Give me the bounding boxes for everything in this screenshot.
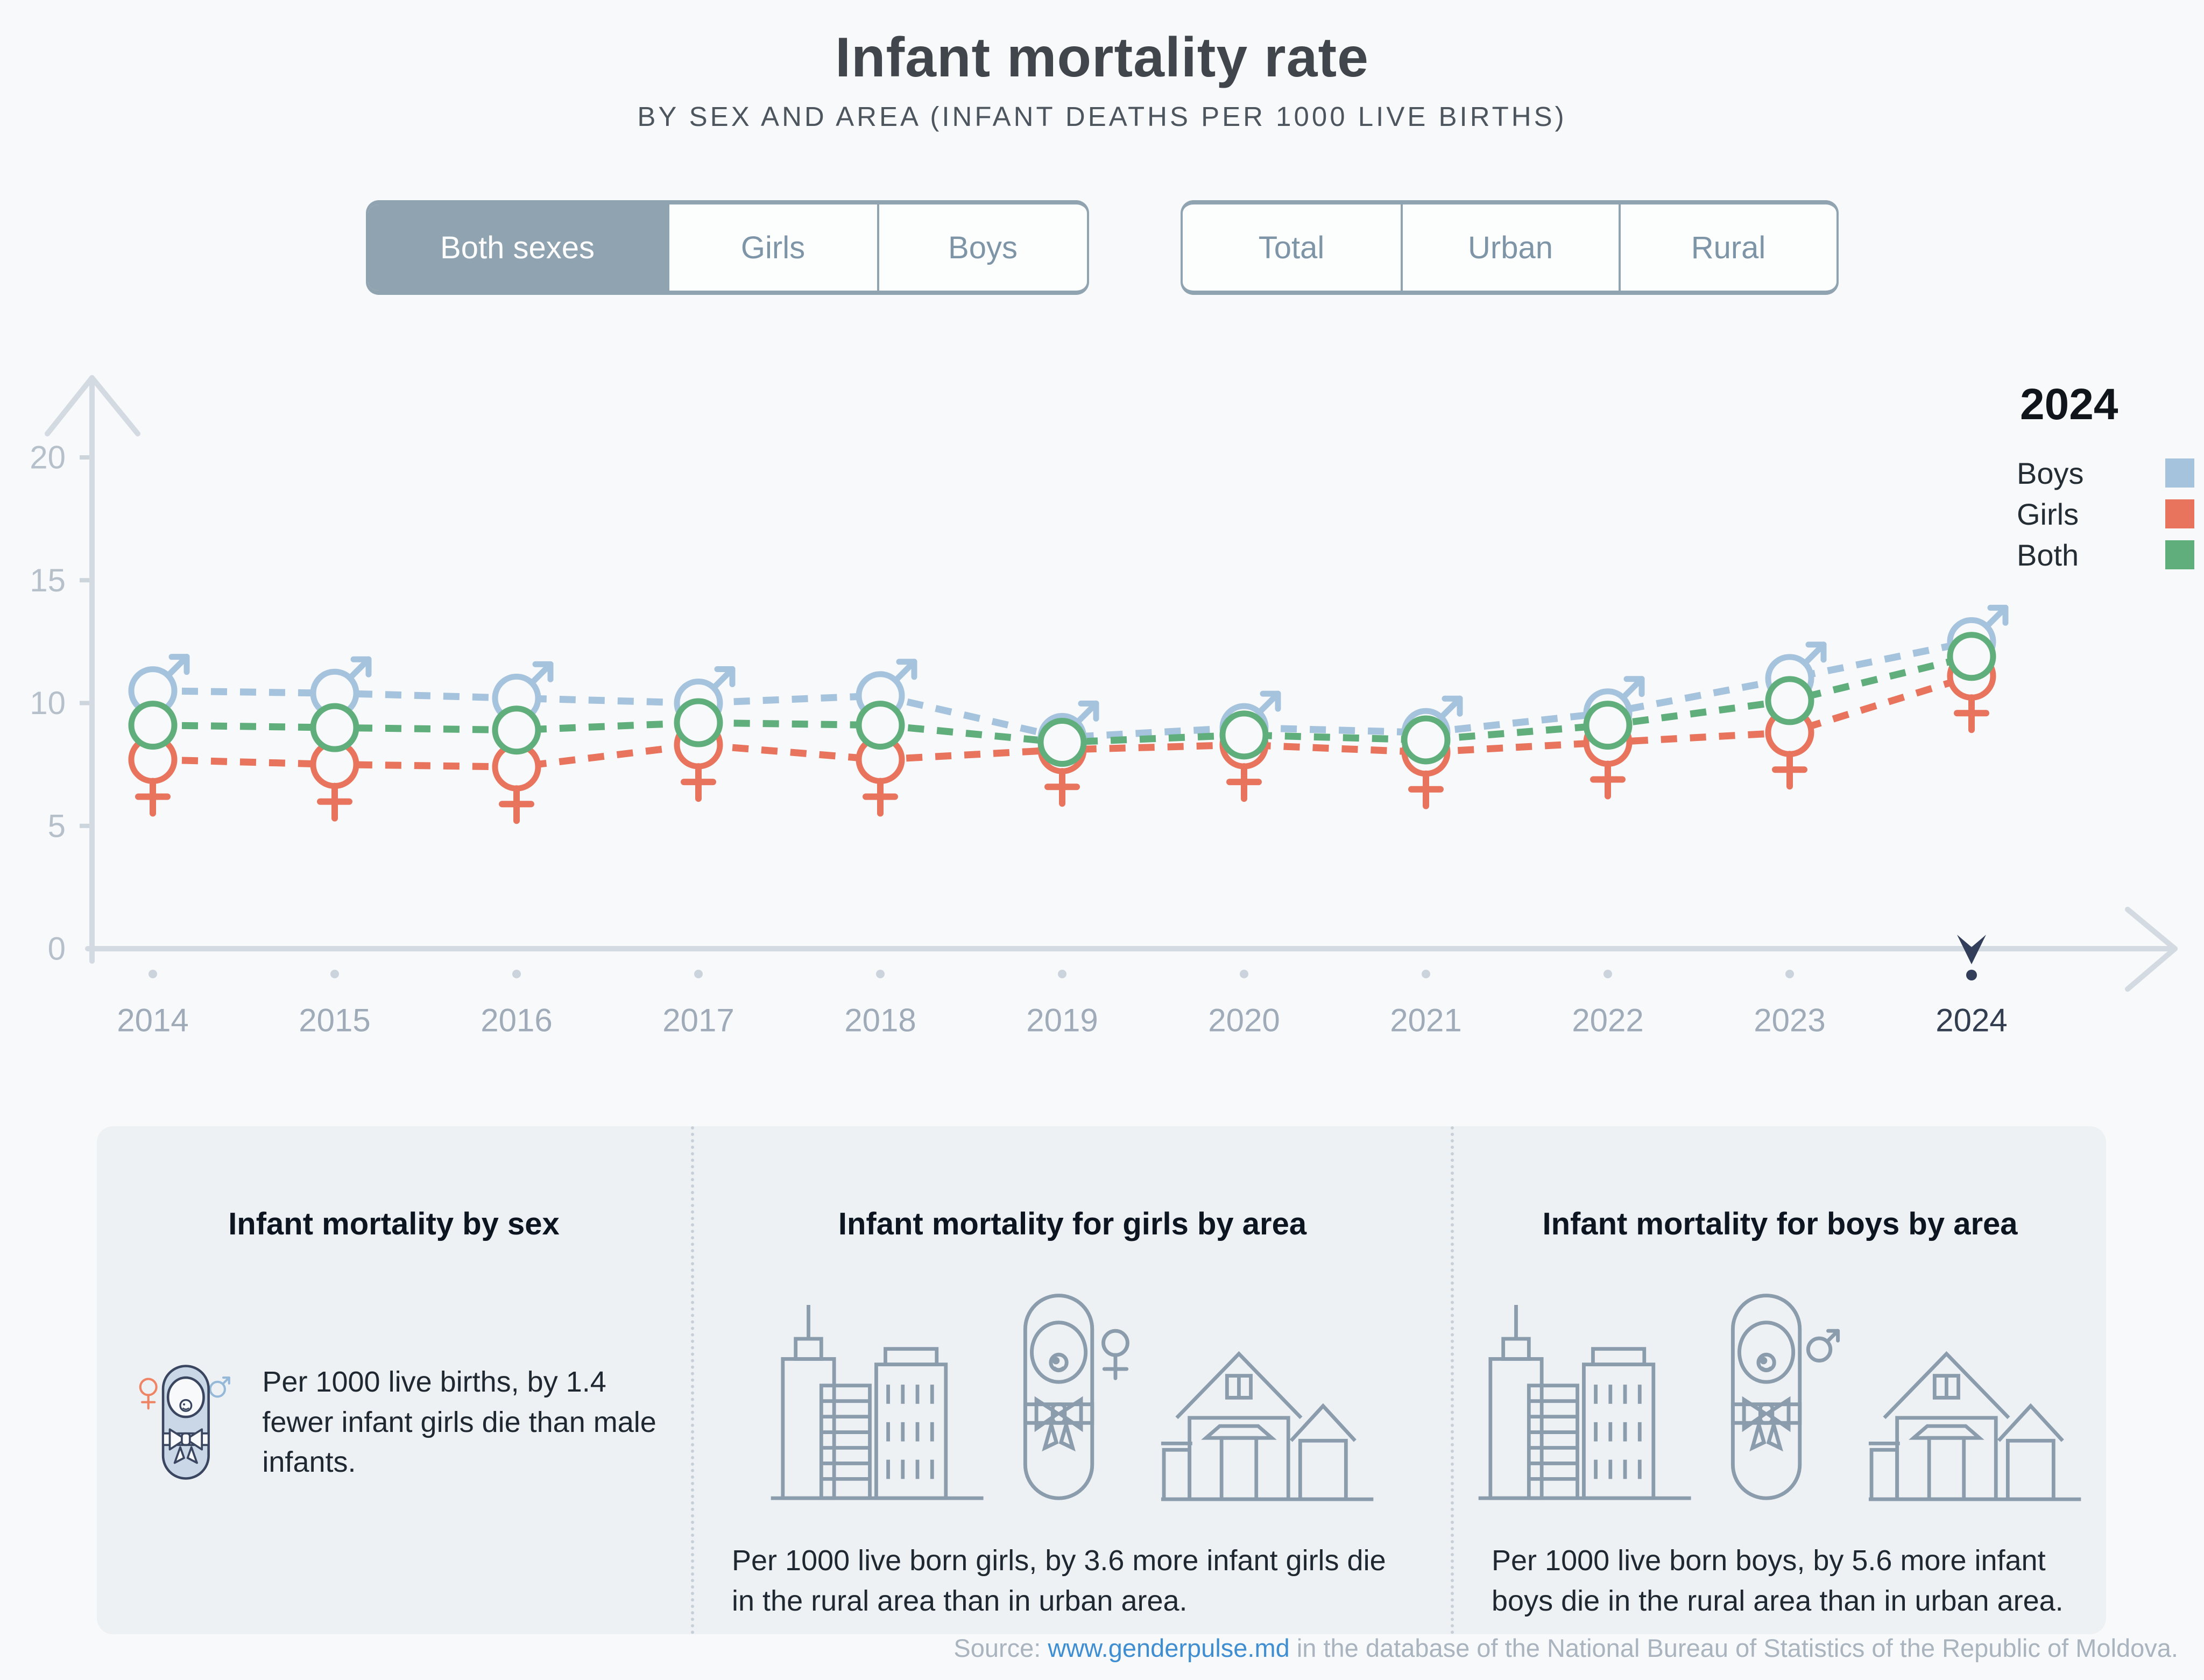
svg-text:2023: 2023 xyxy=(1754,1003,1825,1039)
svg-text:2016: 2016 xyxy=(481,1003,552,1039)
svg-text:2014: 2014 xyxy=(117,1003,188,1039)
marker-boys-2015[interactable] xyxy=(310,656,372,718)
marker-both-2018[interactable] xyxy=(856,701,905,750)
marker-both-2017[interactable] xyxy=(674,698,723,747)
male-symbol-icon xyxy=(209,1377,230,1398)
marker-girls-2015[interactable] xyxy=(310,740,359,822)
card-title: Infant mortality by sex xyxy=(228,1206,560,1241)
legend-label-boys: Boys xyxy=(2017,456,2084,490)
svg-text:10: 10 xyxy=(30,685,66,721)
legend-item-both: Both xyxy=(2017,534,2194,575)
header: Infant mortality rate BY SEX AND AREA (I… xyxy=(0,26,2204,132)
svg-text:2015: 2015 xyxy=(299,1003,370,1039)
swaddled-baby-with-sex-symbols-icon xyxy=(139,1365,230,1480)
year-tick-2017[interactable]: 2017 xyxy=(662,970,734,1039)
baby-with-male-symbol-icon xyxy=(1730,1294,1840,1500)
marker-both-2022[interactable] xyxy=(1583,701,1633,750)
svg-text:15: 15 xyxy=(30,562,66,598)
baby-with-female-symbol-icon xyxy=(1023,1294,1129,1500)
legend-label-both: Both xyxy=(2017,538,2079,572)
card-title: Infant mortality for boys by area xyxy=(1542,1206,2018,1241)
year-tick-2014[interactable]: 2014 xyxy=(117,970,189,1039)
year-tick-2019[interactable]: 2019 xyxy=(1026,970,1098,1039)
area-option-rural[interactable]: Rural xyxy=(1618,204,1836,291)
house-icon xyxy=(1868,1351,2081,1501)
female-symbol-icon xyxy=(1101,1329,1129,1380)
marker-girls-2018[interactable] xyxy=(856,735,905,817)
source-link[interactable]: www.genderpulse.md xyxy=(1048,1634,1290,1662)
legend-swatch-both xyxy=(2165,540,2194,569)
y-axis-labels: 0 5 10 15 20 xyxy=(30,440,89,967)
card-title: Infant mortality for girls by area xyxy=(838,1206,1307,1241)
svg-text:2019: 2019 xyxy=(1026,1003,1098,1039)
year-tick-2021[interactable]: 2021 xyxy=(1390,970,1462,1039)
marker-both-2023[interactable] xyxy=(1765,676,1814,725)
marker-both-2024[interactable] xyxy=(1947,632,1996,681)
marker-both-2016[interactable] xyxy=(492,705,541,755)
source-suffix: in the database of the National Bureau o… xyxy=(1289,1634,2178,1662)
card-text: Per 1000 live born boys, by 5.6 more inf… xyxy=(1492,1544,2064,1617)
card-boys-by-area: Infant mortality for boys by area xyxy=(1451,1126,2106,1634)
svg-text:2020: 2020 xyxy=(1208,1003,1280,1039)
svg-text:2024: 2024 xyxy=(1935,1003,2007,1039)
page-subtitle: BY SEX AND AREA (INFANT DEATHS PER 1000 … xyxy=(637,101,1567,132)
marker-both-2015[interactable] xyxy=(310,703,359,752)
city-buildings-icon xyxy=(1478,1304,1691,1500)
summary-cards-panel: Infant mortality by sex xyxy=(97,1126,2106,1634)
year-tick-2015[interactable]: 2015 xyxy=(299,970,371,1039)
male-symbol-icon xyxy=(1806,1329,1840,1363)
marker-both-2014[interactable] xyxy=(128,701,178,750)
legend-item-boys: Boys xyxy=(2017,453,2194,493)
legend-label-girls: Girls xyxy=(2017,497,2079,531)
svg-text:2018: 2018 xyxy=(844,1003,916,1039)
marker-girls-2016[interactable] xyxy=(492,742,541,824)
area-toggle-group: Total Urban Rural xyxy=(1180,200,1839,295)
sex-toggle-group: Both sexes Girls Boys xyxy=(365,200,1089,295)
legend-swatch-boys xyxy=(2165,458,2194,488)
year-tick-2018[interactable]: 2018 xyxy=(844,970,916,1039)
svg-text:20: 20 xyxy=(30,440,66,476)
year-tick-2024[interactable]: 2024 xyxy=(1935,935,2008,1039)
chart-legend: 2024 Boys Girls Both xyxy=(2017,379,2194,575)
city-buildings-icon xyxy=(771,1304,984,1500)
sex-option-both-sexes[interactable]: Both sexes xyxy=(368,204,667,291)
marker-both-2021[interactable] xyxy=(1401,715,1451,765)
svg-text:2017: 2017 xyxy=(662,1003,734,1039)
legend-year: 2024 xyxy=(2020,380,2118,429)
svg-text:5: 5 xyxy=(48,808,66,844)
card-girls-by-area: Infant mortality for girls by area xyxy=(691,1126,1451,1634)
marker-both-2020[interactable] xyxy=(1219,710,1269,760)
year-tick-2020[interactable]: 2020 xyxy=(1208,970,1280,1039)
marker-both-2019[interactable] xyxy=(1037,718,1087,767)
source-line: Source: www.genderpulse.md in the databa… xyxy=(953,1633,2178,1663)
svg-text:2022: 2022 xyxy=(1572,1003,1643,1039)
area-option-total[interactable]: Total xyxy=(1183,204,1401,291)
year-tick-2022[interactable]: 2022 xyxy=(1572,970,1644,1039)
year-tick-2016[interactable]: 2016 xyxy=(481,970,553,1039)
female-symbol-icon xyxy=(139,1378,158,1410)
selected-year-arrow-icon xyxy=(1957,935,1986,964)
svg-text:2021: 2021 xyxy=(1390,1003,1461,1039)
area-option-urban[interactable]: Urban xyxy=(1400,204,1619,291)
axes xyxy=(45,375,2178,992)
card-mortality-by-sex: Infant mortality by sex xyxy=(97,1126,691,1634)
page-title: Infant mortality rate xyxy=(835,26,1369,89)
card-text: Per 1000 live births, by 1.4 fewer infan… xyxy=(262,1366,656,1479)
house-icon xyxy=(1161,1351,1373,1501)
source-prefix: Source: xyxy=(953,1634,1048,1662)
legend-item-girls: Girls xyxy=(2017,493,2194,534)
legend-swatch-girls xyxy=(2165,499,2194,528)
svg-text:0: 0 xyxy=(48,931,66,967)
sex-option-girls[interactable]: Girls xyxy=(667,204,877,291)
toggle-controls: Both sexes Girls Boys Total Urban Rural xyxy=(0,200,2204,295)
card-text: Per 1000 live born girls, by 3.6 more in… xyxy=(732,1544,1386,1617)
year-tick-2023[interactable]: 2023 xyxy=(1754,970,1826,1039)
sex-option-boys[interactable]: Boys xyxy=(877,204,1087,291)
